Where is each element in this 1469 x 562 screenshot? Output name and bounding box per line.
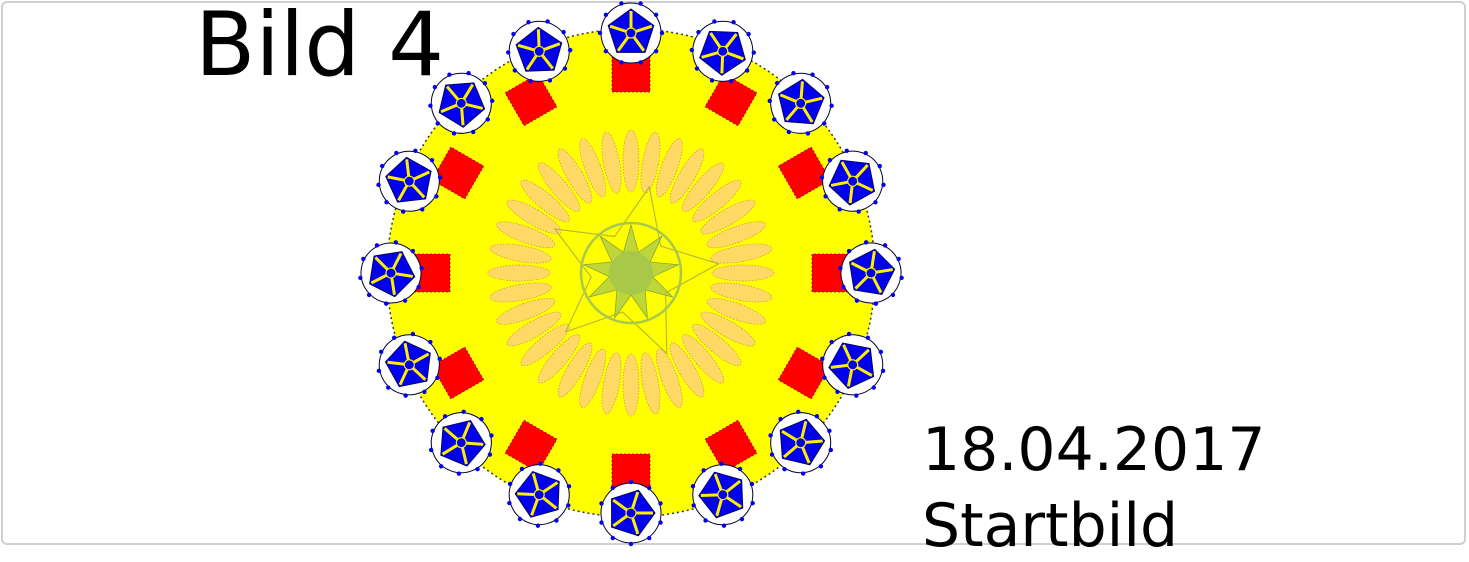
date-label: 18.04.2017 xyxy=(922,414,1266,486)
subtitle-label: Startbild xyxy=(922,490,1178,562)
page-title: Bild 4 xyxy=(195,0,444,98)
petal xyxy=(623,354,639,416)
petal xyxy=(488,265,550,281)
center-dot xyxy=(609,251,653,295)
petal xyxy=(623,130,639,192)
petal xyxy=(712,265,774,281)
